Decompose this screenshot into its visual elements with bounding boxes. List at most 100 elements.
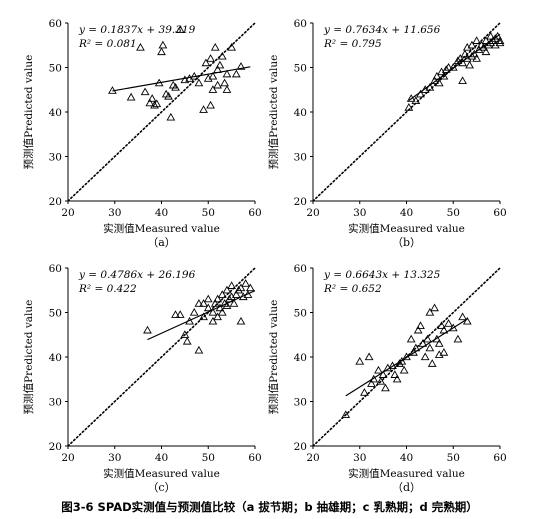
data-point (390, 370, 400, 378)
y-tick-label: 20 (294, 441, 307, 453)
y-tick-label: 60 (49, 263, 62, 275)
data-point (472, 54, 482, 62)
data-point (208, 307, 218, 316)
data-point (486, 31, 496, 40)
data-point (227, 281, 237, 289)
regression-equation: y = 0.1837x + 39.319 (78, 24, 196, 36)
data-point (236, 316, 246, 325)
x-tick-label: 60 (248, 207, 261, 219)
one-to-one-line (67, 267, 256, 447)
x-tick-label: 40 (155, 207, 168, 219)
data-point (222, 69, 232, 78)
data-point (406, 94, 416, 102)
regression-equation: y = 0.6643x + 13.325 (323, 269, 441, 281)
data-point (364, 352, 374, 361)
y-tick-label: 40 (49, 352, 62, 364)
data-point (460, 49, 470, 58)
data-point (402, 352, 411, 361)
y-tick-label: 50 (49, 308, 62, 320)
y-axis-label: 预测值Predicted value (22, 300, 35, 415)
data-point (152, 99, 162, 108)
data-point (236, 283, 246, 292)
x-tick-label: 20 (61, 207, 74, 219)
data-point (175, 25, 185, 33)
panel-label: （d） (392, 481, 421, 494)
x-tick-label: 50 (447, 452, 460, 464)
data-point (213, 312, 222, 321)
one-to-one-line (67, 22, 256, 202)
data-point (392, 374, 402, 383)
data-point (199, 312, 208, 321)
y-tick-label: 20 (49, 196, 62, 208)
data-point (495, 36, 505, 44)
data-point (469, 49, 479, 58)
data-point (439, 71, 449, 80)
data-point (164, 91, 173, 100)
y-tick-label: 50 (49, 63, 62, 75)
data-point (166, 112, 176, 121)
x-tick-label: 40 (400, 452, 413, 464)
data-point (243, 290, 253, 298)
data-point (434, 78, 444, 87)
regression-equation: y = 0.4786x + 26.196 (78, 269, 196, 281)
data-point (367, 379, 376, 387)
data-point (458, 58, 467, 67)
data-point (203, 294, 213, 303)
data-point (150, 100, 159, 109)
r-squared-label: R² = 0.652 (323, 283, 382, 295)
data-point (171, 83, 180, 91)
x-tick-label: 30 (108, 452, 121, 464)
data-point (222, 285, 232, 294)
data-point (158, 40, 168, 49)
y-tick-label: 30 (49, 152, 62, 164)
data-point (234, 285, 244, 294)
data-point (231, 69, 241, 78)
data-point (217, 51, 227, 60)
data-point (467, 51, 477, 60)
x-tick-label: 50 (447, 207, 460, 219)
data-point (472, 36, 482, 44)
y-tick-label: 30 (294, 152, 307, 164)
data-point (143, 325, 152, 334)
data-point (194, 299, 204, 307)
fit-line (345, 318, 468, 397)
data-point (147, 94, 157, 102)
data-point (453, 56, 463, 64)
y-tick-label: 30 (294, 397, 307, 409)
data-point (171, 310, 180, 318)
x-axis-label: 实测值Measured value (103, 222, 220, 235)
data-point (481, 36, 491, 44)
y-tick-label: 20 (49, 441, 62, 453)
fit-line (147, 290, 256, 341)
fit-line (112, 66, 251, 92)
x-tick-label: 20 (61, 452, 74, 464)
figure-caption: 图3-6 SPAD实测值与预测值比较（a 拔节期；b 抽雄期；c 乳熟期；d 完… (61, 500, 478, 514)
data-point (420, 352, 430, 361)
data-point (360, 388, 369, 396)
x-tick-label: 50 (202, 452, 215, 464)
data-point (199, 299, 208, 307)
panel-d: 20 30 40 50 60 20 30 40 50 60 实测值Measured value 预测值… (267, 263, 507, 494)
data-point (210, 299, 220, 307)
y-tick-label: 50 (294, 308, 307, 320)
data-point (222, 301, 232, 309)
data-point (432, 71, 442, 80)
panel-label: （c） (147, 481, 175, 494)
data-point (227, 42, 237, 51)
data-point (215, 303, 225, 312)
data-point (448, 62, 458, 71)
x-tick-label: 40 (155, 452, 168, 464)
data-point (388, 361, 397, 370)
panel-label: （b） (392, 236, 421, 249)
data-point (441, 65, 451, 73)
data-point (194, 345, 204, 354)
data-point (245, 283, 255, 292)
data-point (213, 80, 222, 89)
data-point (145, 98, 155, 107)
data-point (217, 307, 227, 316)
data-point (444, 319, 453, 327)
y-tick-label: 60 (294, 18, 307, 30)
data-point (411, 96, 421, 105)
data-point (423, 334, 432, 343)
data-point (439, 325, 449, 334)
